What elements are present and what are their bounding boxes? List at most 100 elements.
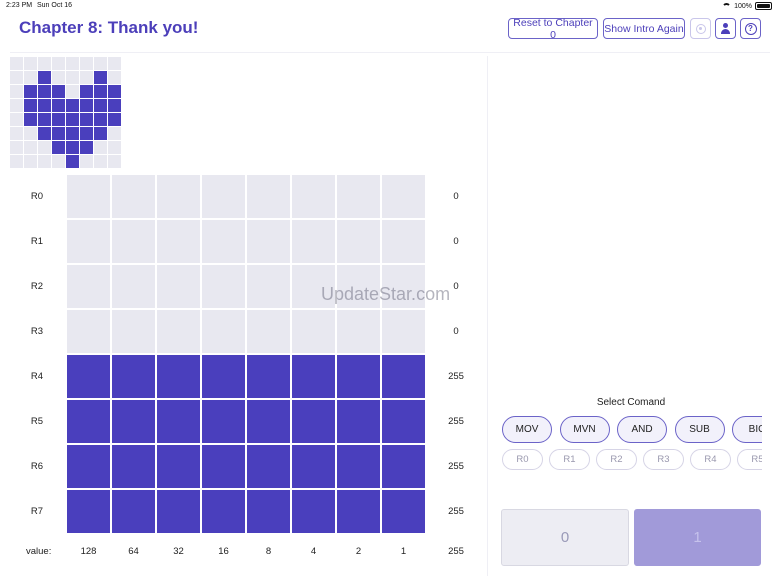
bit-cell[interactable] — [382, 400, 425, 443]
bit-cell[interactable] — [67, 175, 110, 218]
command-button[interactable]: MOV — [502, 416, 552, 443]
bit-cell[interactable] — [202, 400, 245, 443]
value-total: 255 — [448, 546, 464, 557]
bit-cell[interactable] — [337, 310, 380, 353]
bit-cell[interactable] — [337, 490, 380, 533]
bit-cell[interactable] — [112, 220, 155, 263]
preview-cell — [80, 57, 93, 70]
preview-cell — [94, 71, 107, 84]
bit-cell[interactable] — [292, 265, 335, 308]
register-picker-button[interactable]: R3 — [643, 449, 684, 470]
bit-cell[interactable] — [157, 310, 200, 353]
bit-cell[interactable] — [112, 175, 155, 218]
command-button[interactable]: BIC — [732, 416, 762, 443]
reset-chapter-button[interactable]: Reset to Chapter 0 — [508, 17, 598, 41]
bit-cell[interactable] — [112, 355, 155, 398]
command-button[interactable]: SUB — [674, 416, 725, 443]
register-picker-button[interactable]: R5 — [737, 449, 762, 470]
status-right: 100% — [722, 2, 772, 10]
bit-cell[interactable] — [247, 400, 290, 443]
bit-cell[interactable] — [67, 310, 110, 353]
bit-cell[interactable] — [202, 445, 245, 488]
bit-cell[interactable] — [337, 355, 380, 398]
bit-weight: 2 — [355, 546, 362, 557]
bit-cell[interactable] — [247, 265, 290, 308]
bit-cell[interactable] — [67, 400, 110, 443]
register-value: 255 — [448, 416, 464, 427]
bit-cell[interactable] — [157, 400, 200, 443]
bit-cell[interactable] — [112, 490, 155, 533]
preview-cell — [66, 71, 79, 84]
register-value: 255 — [448, 461, 464, 472]
preview-cell — [94, 155, 107, 168]
bit-cell[interactable] — [202, 490, 245, 533]
bit-cell[interactable] — [247, 355, 290, 398]
register-picker-button[interactable]: R1 — [549, 449, 590, 470]
bit-cell[interactable] — [112, 265, 155, 308]
preview-cell — [94, 127, 107, 140]
preview-cell — [108, 127, 121, 140]
bit-one-button[interactable]: 1 — [634, 509, 761, 566]
preview-cell — [66, 127, 79, 140]
register-picker-button[interactable]: R0 — [502, 449, 543, 470]
bit-cell[interactable] — [202, 220, 245, 263]
bit-cell[interactable] — [157, 220, 200, 263]
bit-cell[interactable] — [247, 220, 290, 263]
bit-cell[interactable] — [292, 310, 335, 353]
bit-cell[interactable] — [292, 400, 335, 443]
bit-cell[interactable] — [112, 310, 155, 353]
bit-cell[interactable] — [292, 490, 335, 533]
bit-cell[interactable] — [292, 445, 335, 488]
bit-cell[interactable] — [337, 220, 380, 263]
command-button[interactable]: AND — [617, 416, 667, 443]
command-button[interactable]: MVN — [559, 416, 610, 443]
bit-cell[interactable] — [292, 220, 335, 263]
bit-cell[interactable] — [157, 175, 200, 218]
bit-cell[interactable] — [382, 220, 425, 263]
bit-cell[interactable] — [382, 310, 425, 353]
help-button[interactable]: ? — [740, 18, 761, 39]
bit-cell[interactable] — [337, 400, 380, 443]
bit-zero-button[interactable]: 0 — [501, 509, 629, 566]
bit-cell[interactable] — [157, 265, 200, 308]
bit-cell[interactable] — [202, 310, 245, 353]
preview-cell — [10, 141, 23, 154]
register-picker-button[interactable]: R2 — [596, 449, 637, 470]
bit-cell[interactable] — [112, 400, 155, 443]
bit-cell[interactable] — [202, 175, 245, 218]
preview-cell — [80, 113, 93, 126]
bit-cell[interactable] — [157, 490, 200, 533]
settings-icon — [695, 23, 706, 34]
bit-cell[interactable] — [382, 175, 425, 218]
profile-button[interactable] — [715, 18, 736, 39]
bit-cell[interactable] — [247, 175, 290, 218]
register-picker-button[interactable]: R4 — [690, 449, 731, 470]
bit-cell[interactable] — [247, 445, 290, 488]
bit-cell[interactable] — [67, 355, 110, 398]
bit-cell[interactable] — [247, 490, 290, 533]
preview-cell — [108, 113, 121, 126]
bit-cell[interactable] — [202, 265, 245, 308]
bit-cell[interactable] — [337, 445, 380, 488]
preview-cell — [94, 113, 107, 126]
bit-cell[interactable] — [67, 265, 110, 308]
bit-cell[interactable] — [202, 355, 245, 398]
bit-cell[interactable] — [157, 355, 200, 398]
bit-cell[interactable] — [112, 445, 155, 488]
bit-cell[interactable] — [292, 175, 335, 218]
bit-cell[interactable] — [337, 265, 380, 308]
bit-cell[interactable] — [67, 445, 110, 488]
header-divider — [10, 52, 770, 53]
settings-button[interactable] — [690, 18, 711, 39]
bit-cell[interactable] — [247, 310, 290, 353]
bit-cell[interactable] — [382, 355, 425, 398]
bit-cell[interactable] — [67, 220, 110, 263]
bit-cell[interactable] — [67, 490, 110, 533]
bit-cell[interactable] — [382, 265, 425, 308]
show-intro-button[interactable]: Show Intro Again — [603, 18, 685, 39]
bit-cell[interactable] — [157, 445, 200, 488]
bit-cell[interactable] — [382, 445, 425, 488]
bit-cell[interactable] — [382, 490, 425, 533]
bit-cell[interactable] — [337, 175, 380, 218]
bit-cell[interactable] — [292, 355, 335, 398]
